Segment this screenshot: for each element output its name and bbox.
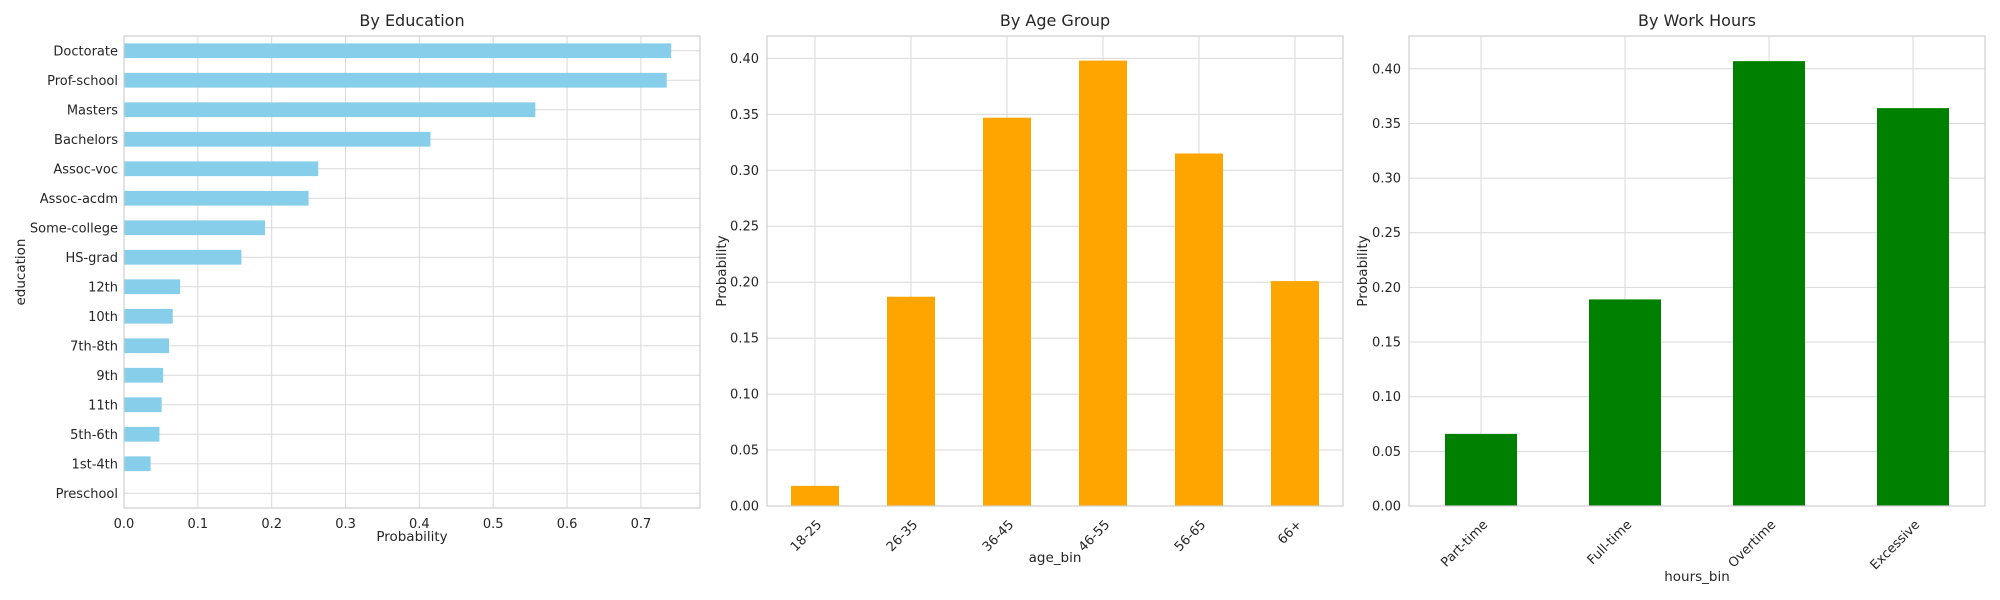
age-group-x-tick-label: 36-45 [980,518,1017,555]
work-hours-x-tick-label: Part-time [1438,518,1491,571]
work-hours-bars [1445,61,1949,507]
work-hours-y-tick-label: 0.35 [1372,117,1401,132]
age-group-y-tick-label: 0.20 [730,276,759,291]
age-group-y-tick-label: 0.30 [730,164,759,179]
education-y-tick-label: 10th [88,310,118,325]
education-y-tick-label: Masters [67,103,118,118]
education-x-tick-label: 0.3 [335,517,356,532]
age-group-x-axis-label: age_bin [1029,550,1082,566]
age-group-x-tick-label: 18-25 [788,518,825,555]
education-ticks: 0.0 0.1 0.2 0.3 0.4 0.5 0.6 0.7 Doctorate Prof-sc… [30,44,651,532]
education-bar-doctorate [124,43,672,59]
age-group-bar-66 [1271,281,1319,506]
education-bar-hs-grad [124,249,242,265]
education-bar-10th [124,308,173,324]
education-bar-masters [124,102,536,118]
education-y-tick-label: Bachelors [54,133,118,148]
work-hours-y-tick-label: 0.40 [1372,62,1401,77]
education-bar-assoc-voc [124,161,319,177]
work-hours-y-tick-label: 0.00 [1372,500,1401,515]
work-hours-chart: 0.00 0.05 0.10 0.15 0.20 0.25 0.30 0.35 0.40 Part… [1355,11,1986,585]
work-hours-y-tick-label: 0.20 [1372,281,1401,296]
education-bar-bachelors [124,131,431,147]
age-group-bar-18-25 [791,485,839,506]
education-y-tick-label: 1st-4th [72,457,118,472]
education-bar-5th-6th [124,426,160,442]
education-x-tick-label: 0.0 [114,517,135,532]
age-group-chart-title: By Age Group [1000,11,1110,30]
work-hours-y-tick-label: 0.10 [1372,390,1401,405]
education-bar-some-college [124,220,266,236]
age-group-y-tick-label: 0.35 [730,108,759,123]
work-hours-bar-part-time [1445,433,1517,506]
age-group-y-axis-label: Probability [714,235,730,306]
education-x-tick-label: 0.2 [261,517,282,532]
age-group-bar-36-45 [983,117,1031,506]
education-y-tick-label: 5th-6th [70,428,118,443]
education-y-tick-label: 12th [88,280,118,295]
work-hours-y-axis-label: Probability [1355,235,1371,306]
education-y-tick-label: Prof-school [47,74,118,89]
age-group-y-tick-label: 0.40 [730,52,759,67]
age-group-y-tick-label: 0.00 [730,500,759,515]
education-bar-12th [124,279,181,295]
education-bar-11th [124,397,162,413]
education-x-tick-label: 0.1 [188,517,209,532]
education-bar-prof-school [124,72,667,88]
education-x-axis-label: Probability [376,529,447,545]
age-group-bars [791,60,1319,506]
work-hours-bar-overtime [1733,61,1805,507]
education-bar-9th [124,367,164,383]
education-x-tick-label: 0.5 [483,517,504,532]
education-plot-frame [123,35,701,509]
education-x-tick-label: 0.7 [631,517,652,532]
education-y-tick-label: Assoc-acdm [40,192,118,207]
age-group-bar-56-65 [1175,153,1223,506]
education-chart: 0.0 0.1 0.2 0.3 0.4 0.5 0.6 0.7 Doctorate Prof-sc… [13,11,701,545]
age-group-x-tick-label: 66+ [1275,518,1305,548]
age-group-x-tick-label: 56-65 [1172,518,1209,555]
education-y-tick-label: Preschool [56,487,118,502]
age-group-bar-26-35 [887,296,935,506]
work-hours-y-tick-label: 0.15 [1372,336,1401,351]
education-y-axis-label: education [13,239,29,306]
education-x-tick-label: 0.6 [557,517,578,532]
education-y-tick-label: Assoc-voc [53,162,118,177]
work-hours-y-tick-label: 0.25 [1372,226,1401,241]
age-group-x-tick-label: 46-55 [1076,518,1113,555]
age-group-y-tick-label: 0.10 [730,388,759,403]
work-hours-x-tick-label: Full-time [1585,518,1635,568]
age-group-chart: 0.00 0.05 0.10 0.15 0.20 0.25 0.30 0.35 0.40 18-2… [714,11,1344,566]
age-group-y-tick-label: 0.25 [730,220,759,235]
age-group-x-tick-label: 26-35 [884,518,921,555]
age-group-plot-frame [766,35,1344,507]
work-hours-x-tick-label: Excessive [1868,518,1924,574]
education-chart-title: By Education [359,11,464,30]
work-hours-bar-excessive [1877,108,1949,507]
work-hours-y-tick-label: 0.05 [1372,445,1401,460]
education-bar-7th-8th [124,338,170,354]
education-y-tick-label: 11th [88,398,118,413]
work-hours-y-tick-label: 0.30 [1372,172,1401,187]
education-bar-assoc-acdm [124,190,309,206]
education-x-tick-label: 0.4 [409,517,430,532]
work-hours-x-axis-label: hours_bin [1664,569,1730,585]
work-hours-chart-title: By Work Hours [1638,11,1756,30]
education-y-tick-label: Some-college [30,221,118,236]
education-bar-1st-4th [124,456,151,472]
education-y-tick-label: HS-grad [65,251,118,266]
education-bars [124,43,672,472]
age-group-bar-46-55 [1079,60,1127,506]
education-y-tick-label: Doctorate [53,44,118,59]
age-group-y-tick-label: 0.05 [730,444,759,459]
work-hours-bar-full-time [1589,299,1661,506]
work-hours-plot-frame [1408,35,1986,507]
work-hours-x-tick-label: Overtime [1726,518,1779,571]
education-y-tick-label: 9th [96,369,118,384]
age-group-y-tick-label: 0.15 [730,332,759,347]
age-group-plot-area [767,36,1343,506]
education-y-tick-label: 7th-8th [70,339,118,354]
